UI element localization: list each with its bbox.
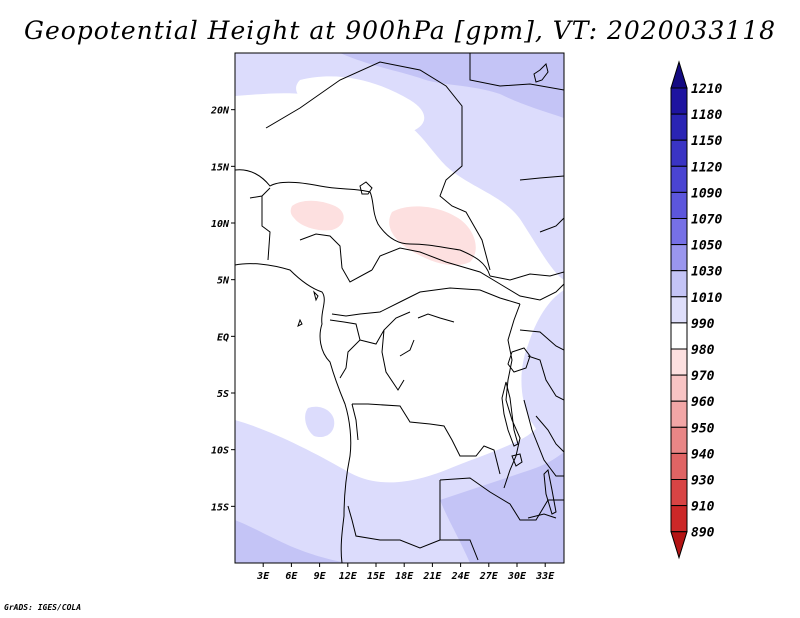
colorbar-top-triangle bbox=[670, 60, 688, 89]
colorbar-label: 930 bbox=[691, 474, 715, 489]
lat-tick-label: 5N bbox=[217, 276, 230, 287]
lon-tick-label: 15E bbox=[367, 571, 386, 582]
contour-north-white-patch bbox=[296, 76, 425, 134]
colorbar-swatch bbox=[670, 505, 688, 533]
colorbar-label: 1030 bbox=[691, 265, 722, 280]
border-east-horn bbox=[489, 175, 564, 281]
border-gabon-congo bbox=[329, 311, 411, 391]
colorbar-swatch bbox=[670, 296, 688, 324]
colorbar-swatch bbox=[670, 479, 688, 507]
country-borders bbox=[235, 53, 564, 563]
colorbar-swatch bbox=[670, 191, 688, 219]
colorbar-label: 1010 bbox=[691, 291, 722, 306]
lon-tick-label: 3E bbox=[256, 571, 270, 582]
lat-tick-label: 15N bbox=[211, 162, 230, 173]
border-congo-north bbox=[331, 287, 521, 317]
colorbar-label: 1150 bbox=[691, 134, 722, 149]
lon-tick-label: 6E bbox=[285, 571, 298, 582]
contour-west-blob bbox=[305, 406, 335, 438]
border-zambia bbox=[439, 477, 564, 521]
lat-tick-label: 5S bbox=[217, 389, 229, 400]
coast-islands bbox=[297, 290, 557, 519]
lake-chad bbox=[359, 181, 373, 195]
map-frame bbox=[234, 52, 565, 564]
lon-tick-label: 24E bbox=[451, 571, 471, 582]
colorbar-label: 890 bbox=[691, 526, 715, 541]
lon-tick-label: 18E bbox=[395, 571, 414, 582]
lon-tick-label: 30E bbox=[507, 571, 527, 582]
colorbar-swatch bbox=[670, 374, 688, 402]
colorbar-label: 1180 bbox=[691, 108, 722, 123]
colorbar-swatch bbox=[670, 113, 688, 141]
lat-tick-label: 10N bbox=[211, 219, 230, 230]
lat-tick-label: 20N bbox=[210, 106, 230, 117]
lat-tick-label: EQ bbox=[217, 332, 229, 343]
river-congo bbox=[399, 313, 455, 357]
lon-tick-label: 9E bbox=[314, 571, 327, 582]
border-north-east bbox=[469, 53, 564, 91]
border-central bbox=[371, 247, 564, 301]
lat-tick-label: 10S bbox=[211, 446, 229, 457]
sinai-outline bbox=[533, 63, 549, 83]
latitude-axis: 20N 15N 10N 5N EQ 5S 10S 15S bbox=[210, 106, 235, 513]
colorbar-swatch bbox=[670, 322, 688, 350]
contour-northeast-dark bbox=[340, 53, 564, 118]
grads-credit: GrADS: IGES/COLA bbox=[4, 603, 82, 612]
colorbar-label: 960 bbox=[691, 395, 715, 410]
contour-north-band bbox=[235, 53, 564, 280]
colorbar-swatch bbox=[670, 426, 688, 454]
contour-southwest-dark bbox=[235, 520, 350, 563]
contour-east-band bbox=[521, 290, 564, 480]
lon-tick-label: 21E bbox=[422, 571, 442, 582]
colorbar-bottom-triangle bbox=[670, 531, 688, 560]
longitude-axis: 3E 6E 9E 12E 15E 18E 21E 24E 27E 30E 33E bbox=[256, 563, 555, 582]
colorbar-label: 980 bbox=[691, 343, 715, 358]
lake-malawi bbox=[543, 468, 557, 515]
colorbar-label: 970 bbox=[691, 369, 715, 384]
colorbar-swatch bbox=[670, 218, 688, 246]
colorbar-label: 1090 bbox=[691, 186, 722, 201]
lake-victoria bbox=[507, 347, 531, 373]
colorbar-swatch bbox=[670, 452, 688, 480]
lon-tick-label: 33E bbox=[535, 571, 555, 582]
border-east-africa bbox=[519, 329, 564, 477]
colorbar-label: 1210 bbox=[691, 82, 722, 97]
chart-title: Geopotential Height at 900hPa [gpm], VT:… bbox=[23, 16, 777, 45]
colorbar-label: 940 bbox=[691, 447, 715, 462]
colorbar: 1210 1180 1150 1120 1090 1070 1050 1030 1010 990 9… bbox=[670, 60, 722, 560]
colorbar-swatch bbox=[670, 400, 688, 428]
lon-tick-label: 27E bbox=[479, 571, 499, 582]
lat-tick-label: 15S bbox=[211, 502, 229, 513]
colorbar-label: 990 bbox=[691, 317, 715, 332]
border-angola bbox=[351, 403, 501, 561]
colorbar-swatch bbox=[670, 87, 688, 115]
border-southern bbox=[347, 505, 441, 549]
border-sahel bbox=[235, 169, 491, 277]
colorbar-label: 1070 bbox=[691, 213, 722, 228]
map-field bbox=[235, 53, 564, 563]
colorbar-label: 1050 bbox=[691, 239, 722, 254]
lake-mweru bbox=[511, 453, 523, 467]
colorbar-swatch bbox=[670, 270, 688, 298]
colorbar-label: 950 bbox=[691, 421, 715, 436]
colorbar-label: 910 bbox=[691, 500, 715, 515]
contour-southeast-dark bbox=[440, 452, 564, 563]
colorbar-swatch bbox=[670, 165, 688, 193]
border-north bbox=[265, 61, 491, 271]
colorbar-swatch bbox=[670, 348, 688, 376]
contour-pink-patch-west bbox=[290, 200, 344, 231]
lake-tanganyika bbox=[501, 381, 519, 447]
lon-tick-label: 12E bbox=[339, 571, 358, 582]
contour-pink-patch-center bbox=[389, 206, 476, 266]
colorbar-swatch bbox=[670, 244, 688, 272]
coastline-west bbox=[235, 263, 352, 563]
colorbar-label: 1120 bbox=[691, 160, 722, 175]
border-west-africa bbox=[249, 187, 373, 283]
colorbar-swatch bbox=[670, 139, 688, 167]
